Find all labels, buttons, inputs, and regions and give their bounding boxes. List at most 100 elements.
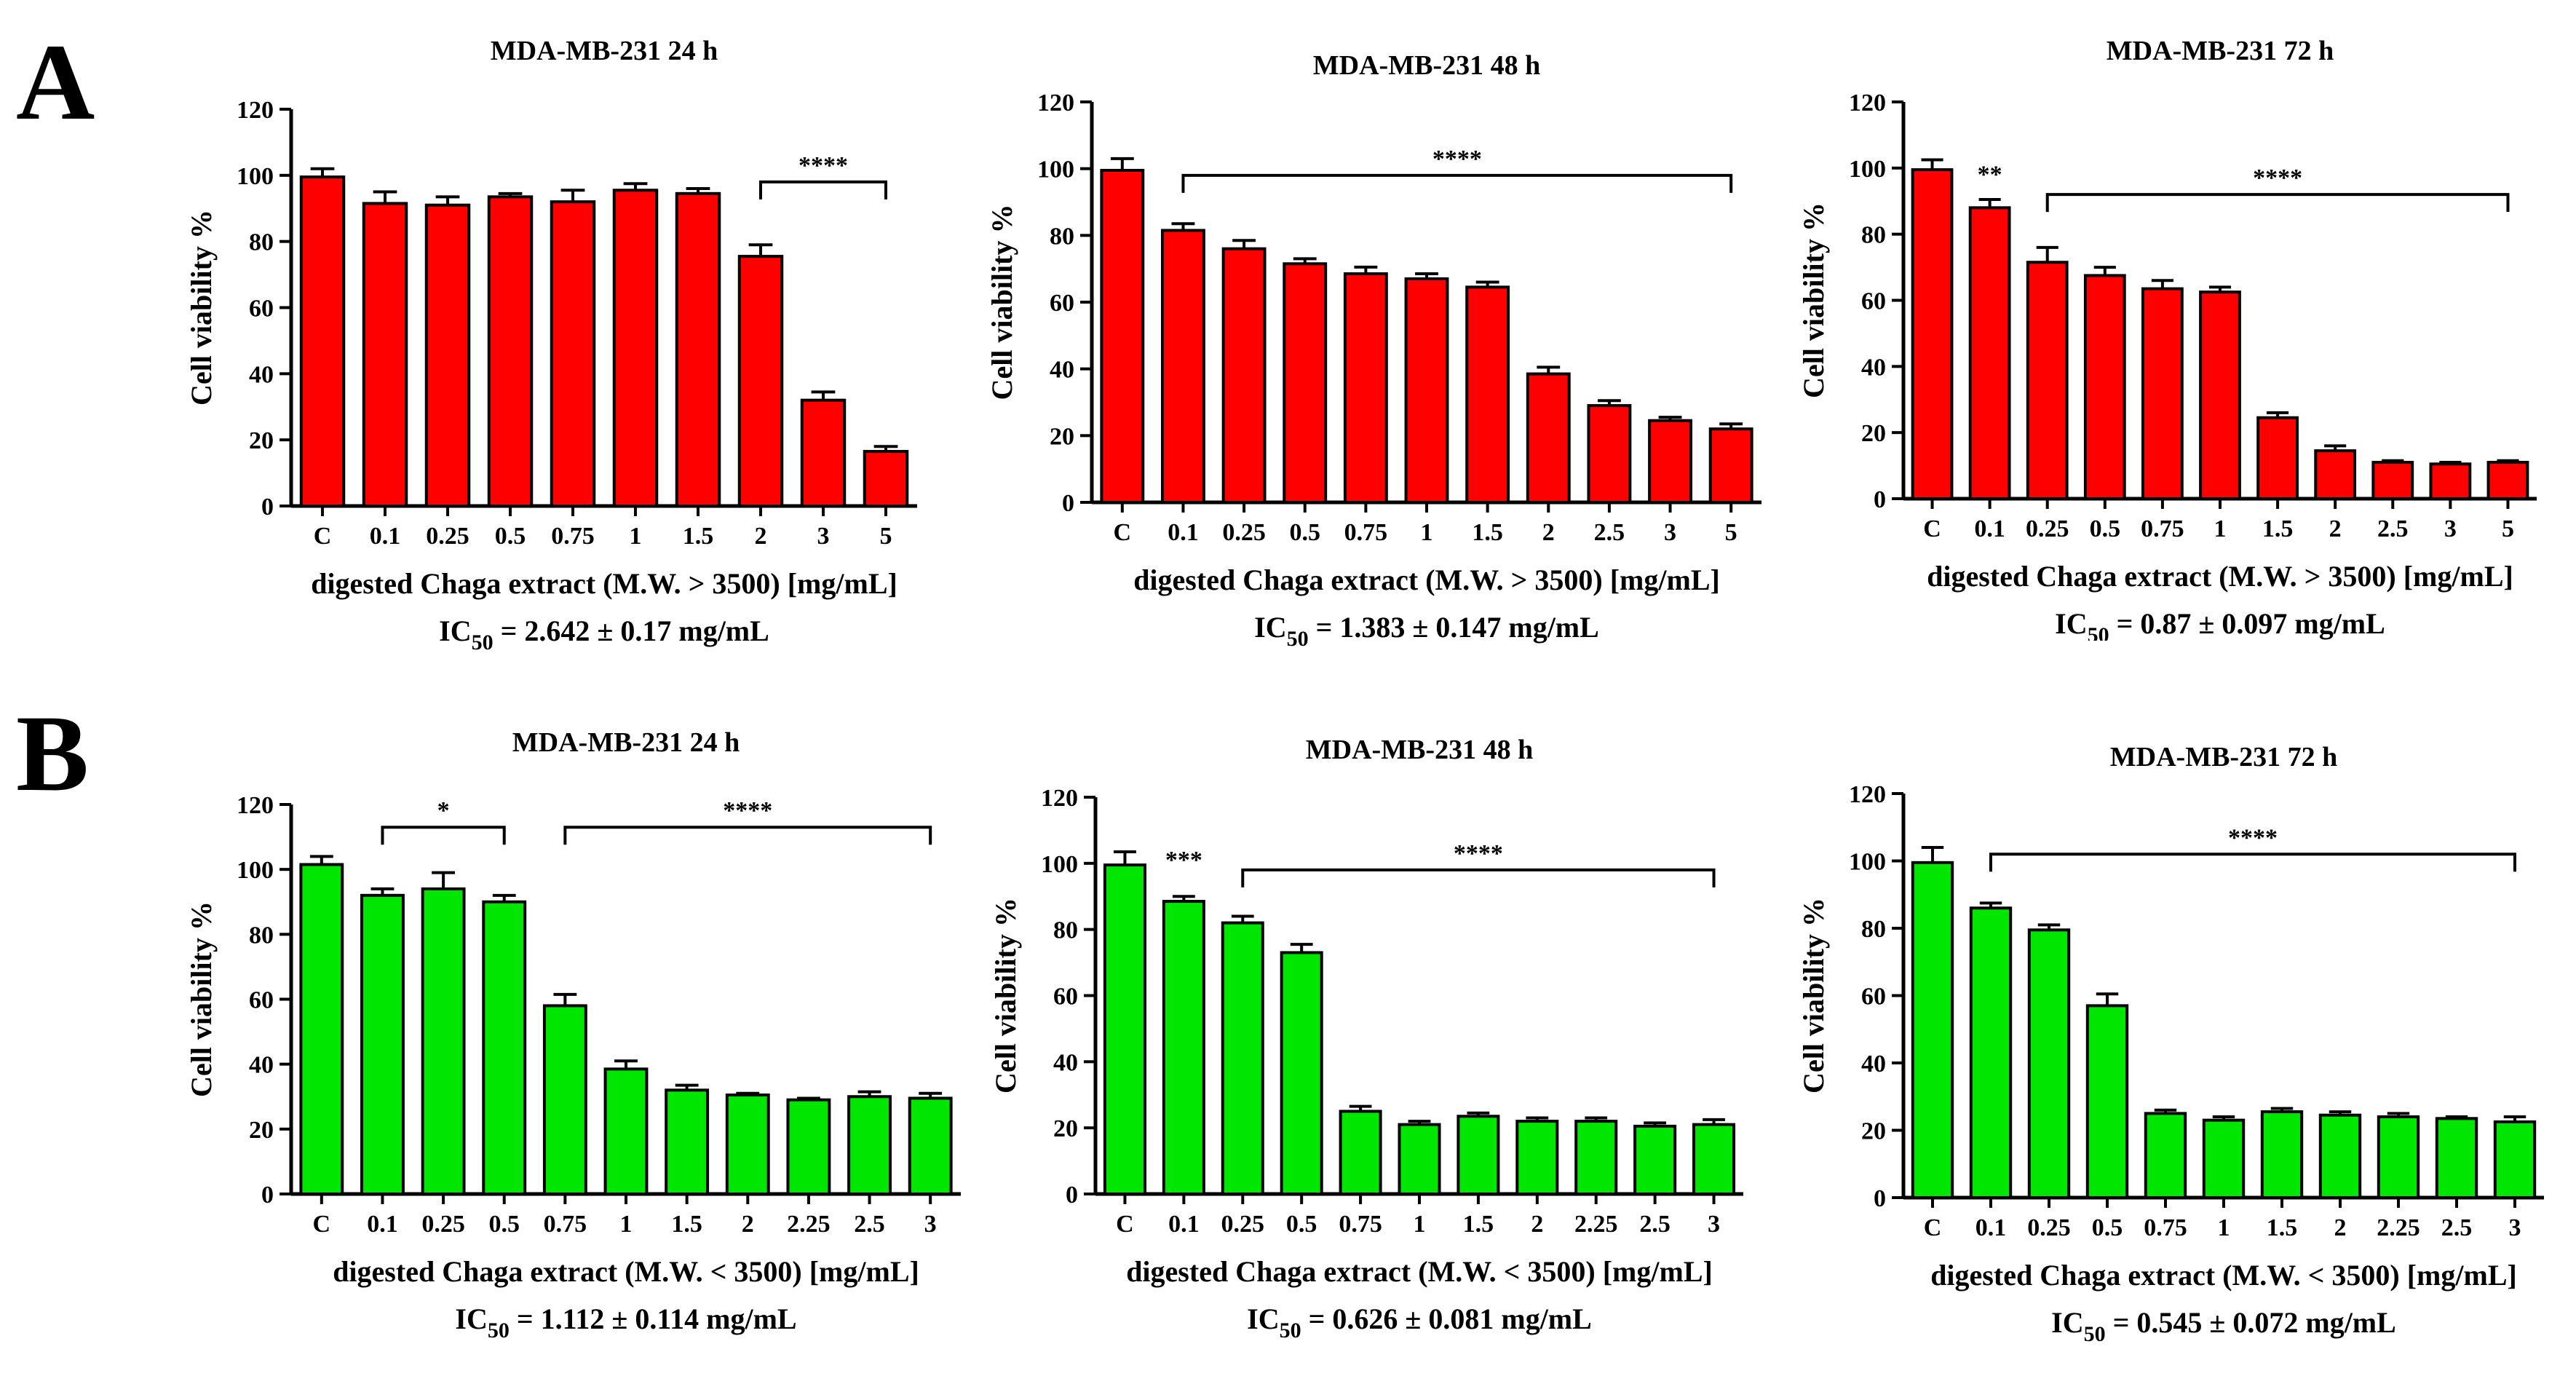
significance-label: **** (798, 152, 848, 179)
bar (1692, 1123, 1736, 1195)
significance-label: * (437, 797, 450, 824)
x-tick-label: 0.5 (2092, 1214, 2123, 1241)
significance-label: **** (723, 797, 772, 824)
bar (2318, 1113, 2362, 1199)
y-tick-label: 100 (1849, 849, 1886, 876)
x-tick-label: 5 (2502, 515, 2514, 542)
bar (2256, 416, 2299, 501)
x-tick-label: 0.1 (1974, 515, 2005, 542)
bar (2027, 928, 2071, 1199)
bar (1339, 1110, 1382, 1195)
significance-label: **** (1432, 146, 1482, 173)
bar (2371, 461, 2414, 501)
y-tick-label: 80 (249, 229, 274, 256)
y-tick-label: 20 (1053, 1115, 1078, 1142)
chart-b-48h: MDA-MB-231 48 h 0 20 40 60 80 100 120 Cell viabi… (989, 735, 1743, 1343)
x-tick-label: C (314, 523, 332, 550)
x-tick-label: 0.25 (1222, 519, 1266, 546)
y-tick-label: 20 (249, 427, 274, 454)
significance-bracket (563, 826, 932, 845)
ic50-label: IC50 = 0.87 ± 0.097 mg/mL (2055, 607, 2385, 641)
x-tick-label: 2.25 (1574, 1211, 1618, 1238)
y-tick-label: 60 (1861, 288, 1886, 315)
x-tick-label: 5 (880, 523, 892, 550)
chart-title: MDA-MB-231 72 h (2110, 742, 2337, 772)
chart-b-24h: MDA-MB-231 24 h 0 20 40 60 80 100 120 Cell viabi… (185, 727, 961, 1343)
x-tick-label: 1.5 (671, 1211, 702, 1238)
bar (2141, 287, 2184, 500)
y-tick-label: 60 (249, 987, 274, 1014)
bar (421, 887, 466, 1196)
x-tick-label: 2 (2329, 515, 2342, 542)
x-tick-label: 1.5 (1463, 1211, 1494, 1238)
x-tick-label: 2 (2334, 1214, 2347, 1241)
significance-label: ** (1978, 162, 2002, 189)
x-tick-label: 5 (1725, 519, 1737, 546)
bar (1103, 863, 1146, 1196)
y-tick-label: 80 (1053, 917, 1078, 944)
x-tick-label: 3 (924, 1211, 937, 1238)
y-tick-label: 0 (1062, 490, 1074, 517)
x-tick-label: 0.5 (1289, 519, 1320, 546)
bar (1221, 247, 1267, 504)
bar (603, 1067, 649, 1195)
bar (737, 255, 784, 507)
bar (2377, 1115, 2420, 1199)
y-tick-label: 20 (1050, 423, 1074, 450)
bar (1969, 906, 2013, 1199)
x-tick-label: 1 (1421, 519, 1433, 546)
bar (299, 175, 346, 508)
bar (2314, 449, 2357, 500)
x-tick-label: 2 (742, 1211, 754, 1238)
y-tick-label: 60 (249, 296, 274, 323)
y-tick-label: 60 (1053, 984, 1078, 1011)
y-tick-label: 60 (1861, 984, 1886, 1011)
chart-title: MDA-MB-231 24 h (491, 36, 718, 66)
significance-bracket (1241, 868, 1716, 887)
significance-label: *** (1165, 847, 1202, 874)
bar (1515, 1120, 1559, 1195)
panel-letter-b: B (16, 693, 90, 814)
y-tick-label: 20 (249, 1117, 274, 1144)
bar (908, 1096, 953, 1196)
y-tick-label: 40 (1053, 1049, 1078, 1076)
y-tick-label: 0 (1874, 1185, 1886, 1212)
x-tick-label: 2.5 (2441, 1214, 2473, 1241)
x-tick-label: 2 (1531, 1211, 1543, 1238)
x-tick-label: 0.1 (1168, 1211, 1200, 1238)
x-tick-label: C (1116, 1211, 1134, 1238)
x-tick-label: 3 (1708, 1211, 1720, 1238)
y-tick-label: 80 (1050, 223, 1074, 250)
bar (1633, 1124, 1677, 1195)
x-tick-label: C (1924, 1214, 1942, 1241)
x-tick-label: 3 (817, 523, 830, 550)
bar (1574, 1120, 1618, 1195)
y-axis-label: Cell viability % (989, 898, 1022, 1094)
y-tick-label: 20 (1861, 420, 1886, 447)
y-axis-label: Cell viability % (1797, 898, 1830, 1094)
chart-b-72h: MDA-MB-231 72 h 0 20 40 60 80 100 120 Cell viabi… (1797, 742, 2544, 1346)
x-tick-label: 0.1 (367, 1211, 398, 1238)
y-tick-label: 40 (1861, 354, 1886, 381)
x-tick-label: 2.5 (854, 1211, 885, 1238)
bar (542, 1004, 587, 1195)
significance-label: **** (2253, 165, 2302, 191)
x-tick-label: 2.5 (1594, 519, 1625, 546)
x-tick-label: 0.5 (488, 1211, 520, 1238)
x-tick-label: 2.5 (2377, 515, 2409, 542)
x-tick-label: 2 (755, 523, 767, 550)
y-tick-label: 80 (1861, 222, 1886, 249)
x-tick-label: 1 (2214, 515, 2227, 542)
bar (2026, 261, 2069, 500)
x-tick-label: 0.25 (426, 523, 469, 550)
x-tick-label: 1.5 (2267, 1214, 2298, 1241)
x-tick-label: 0.1 (1975, 1214, 2007, 1241)
y-tick-label: 100 (1849, 156, 1886, 183)
x-axis-label: digested Chaga extract (M.W. < 3500) [mg… (333, 1255, 919, 1288)
bar (1587, 404, 1632, 505)
x-axis-label: digested Chaga extract (M.W. > 3500) [mg… (1927, 560, 2513, 593)
x-tick-label: 2.25 (2377, 1214, 2420, 1241)
bar (612, 189, 659, 507)
bar (725, 1094, 770, 1195)
ic50-label: IC50 = 2.642 ± 0.17 mg/mL (439, 614, 769, 655)
